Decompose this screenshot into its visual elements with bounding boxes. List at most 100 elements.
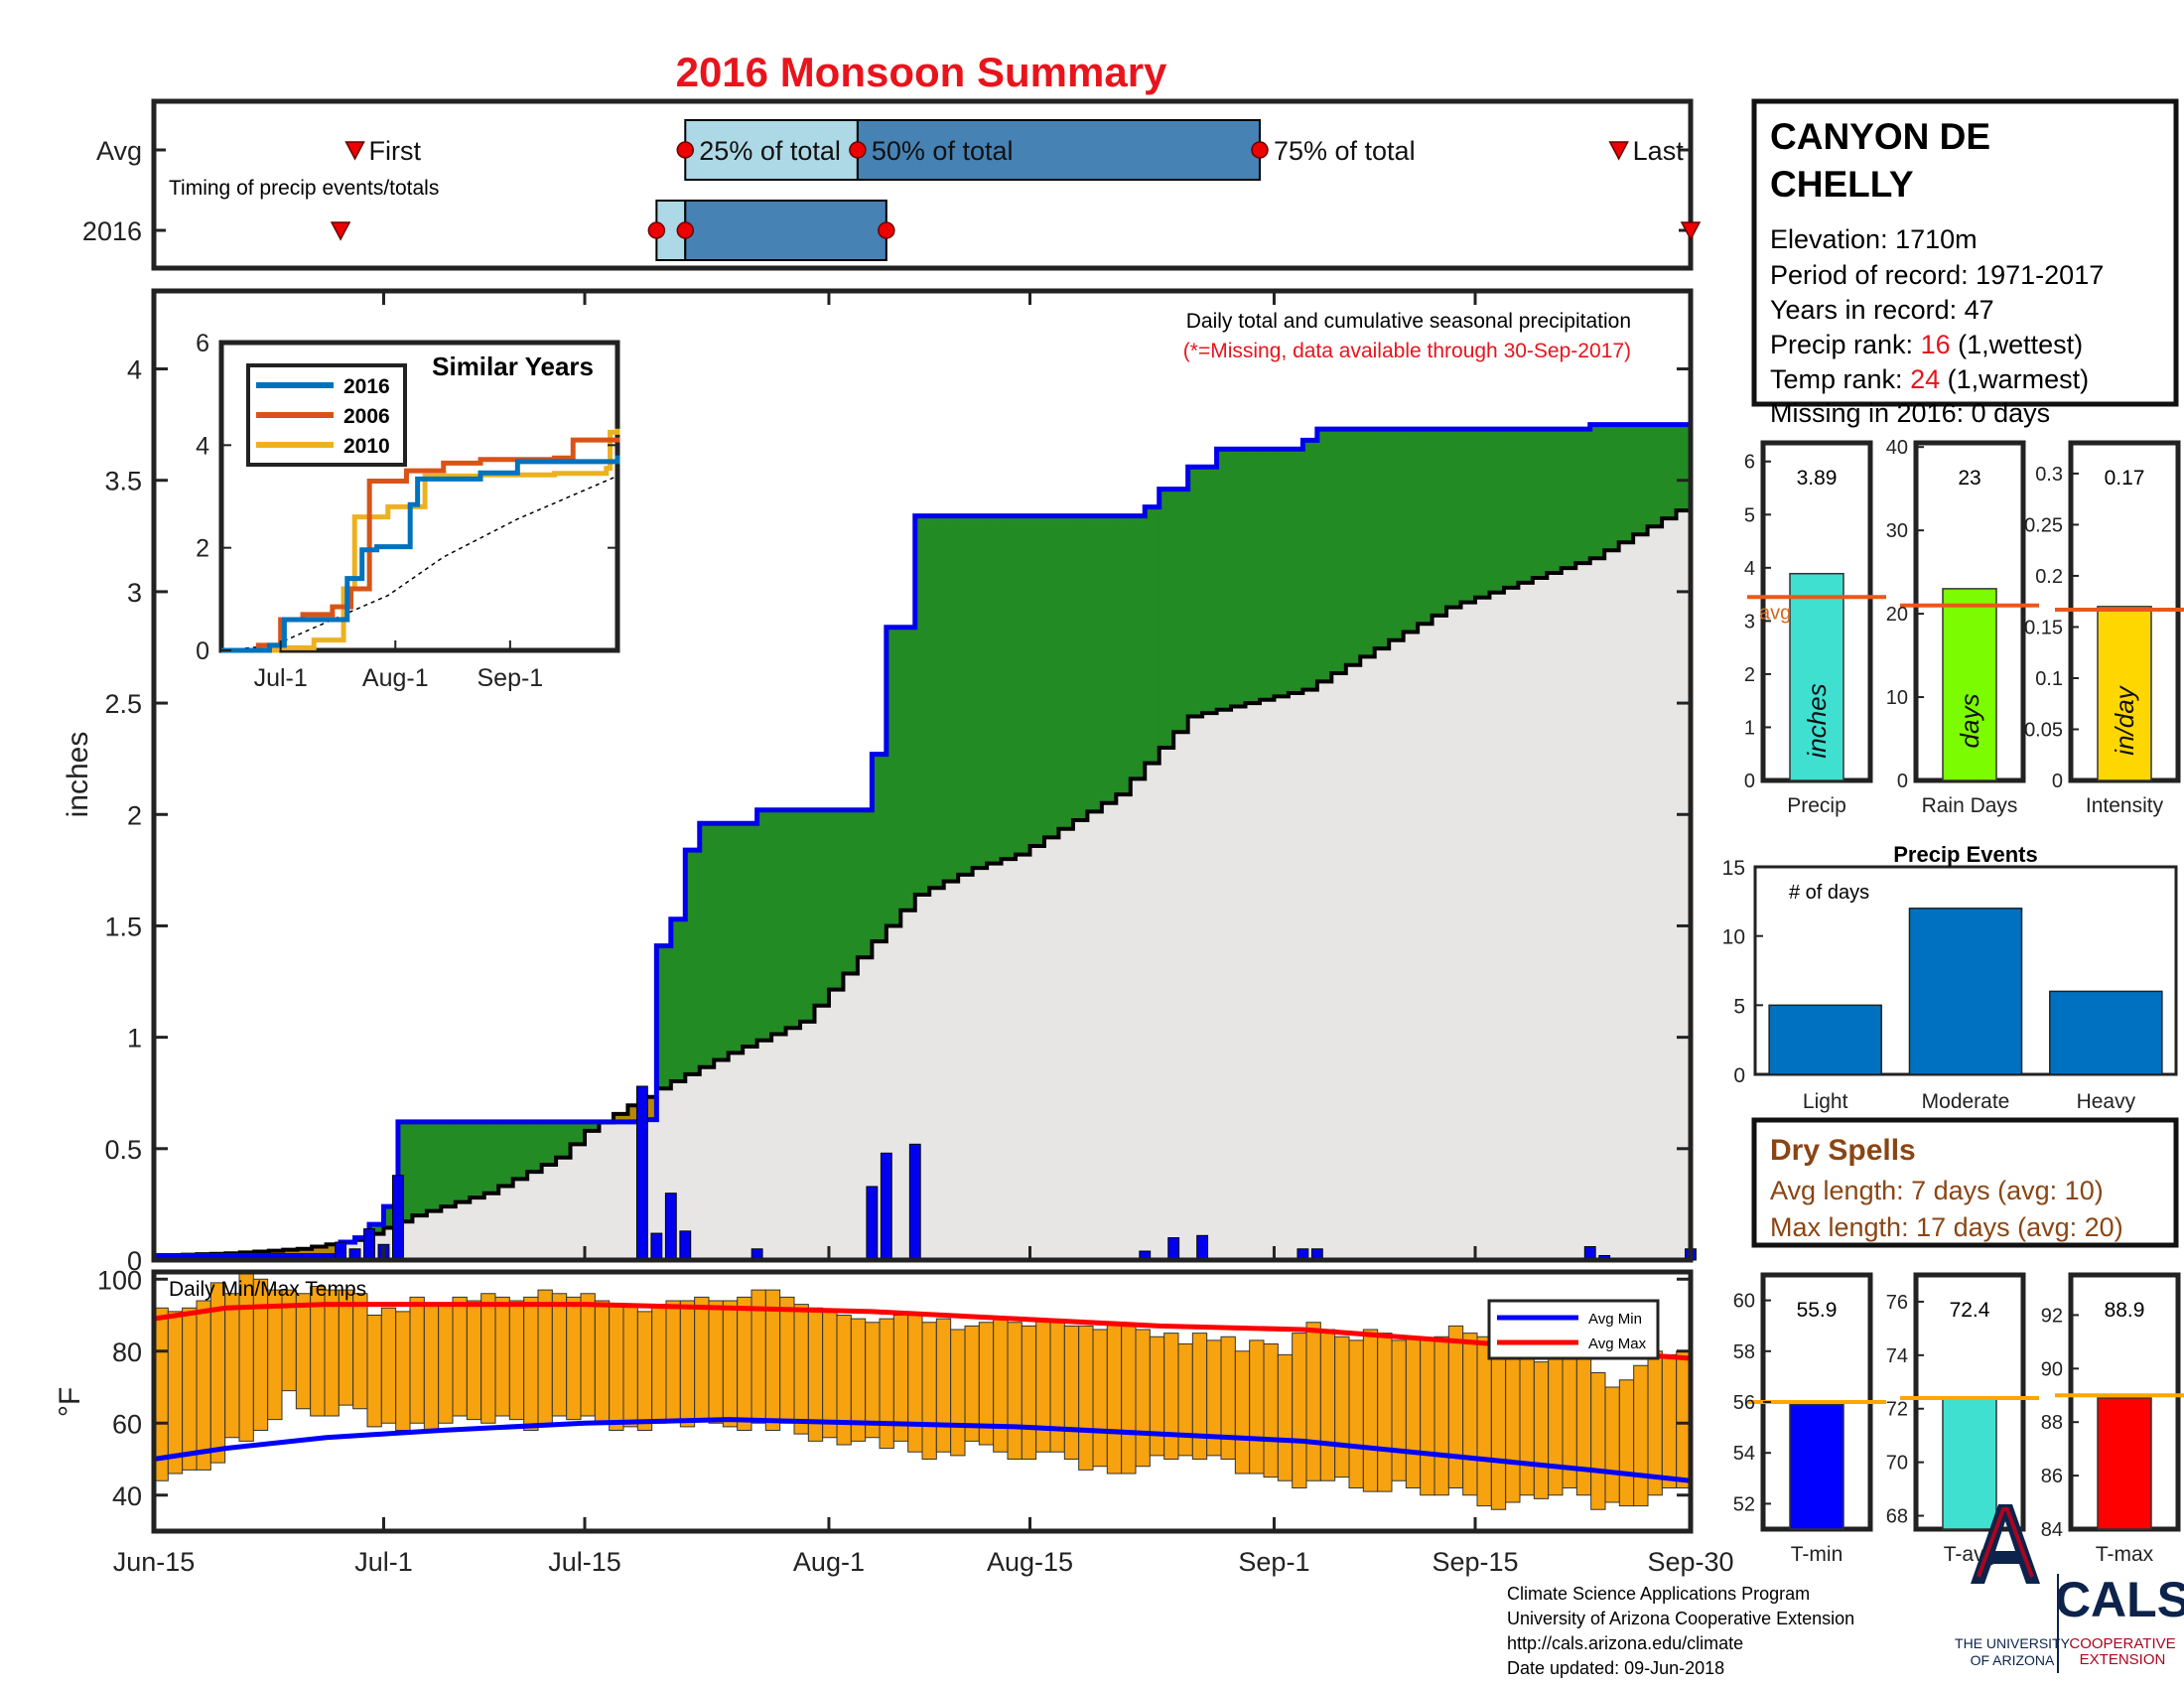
daily-temp-bar bbox=[1405, 1336, 1422, 1488]
inset-title: Similar Years bbox=[432, 352, 594, 381]
events-title: Precip Events bbox=[1893, 842, 2038, 867]
inset-y-tick: 4 bbox=[196, 432, 209, 460]
inset-y-tick: 2 bbox=[196, 535, 209, 563]
daily-temp-bar bbox=[1135, 1329, 1151, 1468]
surplus-deficit-segment bbox=[1001, 515, 1017, 860]
stat-bar-intensity bbox=[2097, 606, 2152, 781]
surplus-deficit-segment bbox=[1647, 424, 1663, 527]
surplus-deficit-segment bbox=[1374, 429, 1390, 649]
precip-y-tick: 4 bbox=[127, 355, 142, 385]
surplus-deficit-segment bbox=[1173, 489, 1189, 733]
daily-temp-bar bbox=[1433, 1336, 1449, 1496]
daily-temp-bar bbox=[737, 1296, 752, 1431]
legend-label-2016: 2016 bbox=[343, 375, 390, 398]
stat-y-tick: 0 bbox=[2052, 771, 2063, 792]
cumulative-2016-line bbox=[154, 413, 1694, 1259]
daily-temp-bar bbox=[879, 1318, 894, 1450]
stat-y-tick: 0.05 bbox=[2024, 719, 2063, 741]
surplus-deficit-segment bbox=[326, 1244, 341, 1256]
daily-temp-bar bbox=[651, 1304, 667, 1424]
surplus-deficit-segment bbox=[470, 1121, 485, 1198]
daily-temp-bar bbox=[950, 1329, 966, 1457]
cals-sub1: COOPERATIVE bbox=[2069, 1635, 2175, 1652]
surplus-deficit-segment bbox=[943, 515, 959, 882]
daily-temp-bar bbox=[1391, 1339, 1407, 1481]
surplus-deficit-segment bbox=[1676, 424, 1692, 511]
daily-temp-bar bbox=[409, 1296, 425, 1424]
temp-caption: Daily Min/Max Temps bbox=[169, 1278, 366, 1301]
daily-temp-bar bbox=[1149, 1336, 1165, 1457]
stat-y-tick: 88 bbox=[2041, 1412, 2063, 1434]
precip-events-chart: Light Moderate Heavy 0 5 10 15 Precip Events # o… bbox=[1722, 842, 2178, 1113]
stat-y-tick: 30 bbox=[1886, 520, 1908, 542]
surplus-deficit-segment bbox=[814, 809, 830, 1006]
daily-temp-bar bbox=[324, 1289, 340, 1417]
surplus-deficit-segment bbox=[987, 515, 1003, 864]
dry-spells-max: Max length: 17 days (avg: 20) bbox=[1770, 1212, 2123, 1242]
daily-temp-bar bbox=[224, 1293, 240, 1439]
stat-y-tick: 52 bbox=[1733, 1493, 1755, 1515]
daily-precip-bar bbox=[363, 1228, 375, 1261]
precip-y-label: inches bbox=[62, 732, 94, 818]
stat-label: T-min bbox=[1791, 1543, 1843, 1566]
daily-temp-bar bbox=[1249, 1339, 1265, 1475]
inset-x-tick: Sep-1 bbox=[478, 664, 544, 692]
daily-precip-bar bbox=[335, 1241, 347, 1261]
surplus-deficit-segment bbox=[1016, 515, 1031, 855]
stat-y-tick: 72 bbox=[1886, 1399, 1908, 1421]
stat-y-tick: 0.25 bbox=[2024, 514, 2063, 536]
daily-temp-bar bbox=[1263, 1343, 1279, 1478]
daily-temp-bar bbox=[352, 1293, 368, 1410]
daily-temp-bar bbox=[566, 1296, 582, 1421]
event-category: Heavy bbox=[2077, 1090, 2136, 1113]
legend-label-2006: 2006 bbox=[343, 405, 390, 428]
daily-precip-bar bbox=[650, 1232, 663, 1261]
daily-precip-bar bbox=[664, 1193, 677, 1261]
surplus-deficit-segment bbox=[412, 1121, 428, 1216]
precip-y-tick: 1.5 bbox=[104, 912, 142, 941]
surplus-deficit-segment bbox=[483, 1121, 499, 1194]
dry-spells-avg: Avg length: 7 days (avg: 10) bbox=[1770, 1176, 2104, 1205]
daily-temp-bar bbox=[1121, 1325, 1137, 1475]
surplus-deficit-segment bbox=[498, 1121, 514, 1187]
surplus-deficit-segment bbox=[1043, 515, 1060, 838]
daily-temp-bar bbox=[694, 1296, 710, 1421]
inset-x-tick: Jul-1 bbox=[254, 664, 308, 692]
station-missing: Missing in 2016: 0 days bbox=[1770, 398, 2050, 428]
surplus-deficit-segment bbox=[1274, 449, 1290, 697]
y2016-50-75-box bbox=[684, 200, 887, 261]
temp-y-tick: 40 bbox=[112, 1481, 142, 1511]
surplus-deficit-segment bbox=[312, 1246, 328, 1256]
surplus-deficit-segment bbox=[1259, 449, 1276, 700]
daily-temp-bar bbox=[1519, 1353, 1535, 1496]
dry-spells-box: Dry Spells Avg length: 7 days (avg: 10) … bbox=[1751, 1117, 2179, 1248]
daily-temp-bar bbox=[167, 1311, 184, 1475]
surplus-deficit-segment bbox=[1145, 506, 1160, 764]
stat-unit: in/day bbox=[2110, 684, 2139, 755]
station-period: Period of record: 1971-2017 bbox=[1770, 260, 2104, 290]
surplus-deficit-segment bbox=[886, 627, 901, 926]
daily-temp-bar bbox=[1618, 1379, 1635, 1507]
daily-temp-bar bbox=[494, 1296, 510, 1417]
surplus-deficit-segment bbox=[1302, 440, 1318, 690]
surplus-deficit-segment bbox=[699, 823, 715, 1067]
inset-series-2006 bbox=[221, 437, 620, 653]
surplus-deficit-segment bbox=[1503, 429, 1519, 588]
surplus-deficit-segment bbox=[714, 823, 730, 1060]
avg-p50-label: 50% of total bbox=[872, 136, 1014, 166]
event-category: Moderate bbox=[1922, 1090, 2010, 1113]
daily-temp-bar bbox=[252, 1278, 269, 1431]
surplus-deficit-segment bbox=[1403, 429, 1419, 633]
surplus-deficit-segment bbox=[441, 1121, 457, 1207]
avg-first-label: First bbox=[369, 136, 422, 166]
daily-temp-bar bbox=[1234, 1350, 1251, 1475]
avg-p50-marker bbox=[849, 141, 867, 159]
daily-temp-bar bbox=[793, 1304, 809, 1435]
daily-temp-bar bbox=[523, 1296, 539, 1431]
daily-temp-bar bbox=[907, 1315, 923, 1453]
surplus-deficit-segment bbox=[527, 1121, 543, 1173]
surplus-deficit-segment bbox=[670, 918, 686, 1082]
daily-temp-bar bbox=[1035, 1318, 1051, 1453]
stat-value: 88.9 bbox=[2105, 1299, 2145, 1322]
